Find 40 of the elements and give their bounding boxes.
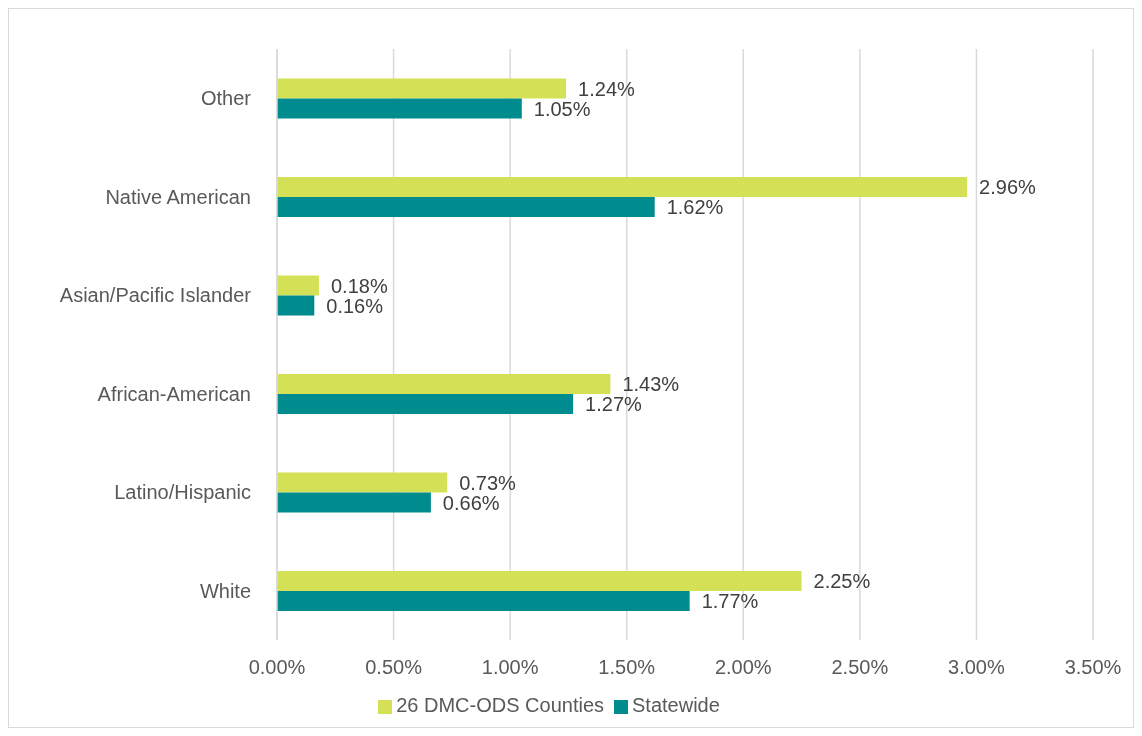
data-label: 1.05% xyxy=(533,97,591,120)
bar xyxy=(277,492,431,513)
y-tick-label: Asian/Pacific Islander xyxy=(59,284,252,307)
bar xyxy=(277,591,690,612)
y-tick-label: White xyxy=(199,579,251,602)
bar xyxy=(277,374,611,395)
x-tick-label: 2.50% xyxy=(831,656,889,679)
y-tick-label: Other xyxy=(200,87,252,110)
data-label: 2.25% xyxy=(813,570,871,593)
data-label: 1.77% xyxy=(701,590,759,613)
data-label: 1.24% xyxy=(578,77,636,100)
y-tick-label: African-American xyxy=(97,382,251,405)
data-label: 0.66% xyxy=(442,491,500,514)
x-tick-label: 1.50% xyxy=(598,656,656,679)
bar xyxy=(277,295,315,316)
bar xyxy=(277,197,655,218)
legend-label: Statewide xyxy=(632,694,720,716)
data-label: 1.43% xyxy=(622,373,680,396)
x-tick-label: 3.00% xyxy=(948,656,1005,679)
bar xyxy=(277,472,448,493)
x-tick-label: 2.00% xyxy=(714,656,772,679)
bar xyxy=(277,275,319,296)
bar xyxy=(277,98,522,119)
x-tick-label: 0.50% xyxy=(365,656,423,679)
bar xyxy=(277,78,567,99)
y-tick-label: Latino/Hispanic xyxy=(114,481,251,504)
data-label: 1.62% xyxy=(666,196,724,219)
x-tick-label: 3.50% xyxy=(1064,656,1122,679)
bar xyxy=(277,177,968,198)
data-label: 0.73% xyxy=(459,471,517,494)
x-tick-label: 0.00% xyxy=(248,656,306,679)
data-label: 0.18% xyxy=(330,274,388,297)
x-tick-label: 1.00% xyxy=(481,656,539,679)
legend-label: 26 DMC-ODS Counties xyxy=(396,694,604,716)
data-label: 1.27% xyxy=(585,393,643,416)
data-label: 2.96% xyxy=(979,176,1037,199)
bar xyxy=(277,571,802,592)
data-label: 0.16% xyxy=(326,294,384,317)
y-tick-label: Native American xyxy=(105,185,251,208)
bar xyxy=(277,394,574,415)
